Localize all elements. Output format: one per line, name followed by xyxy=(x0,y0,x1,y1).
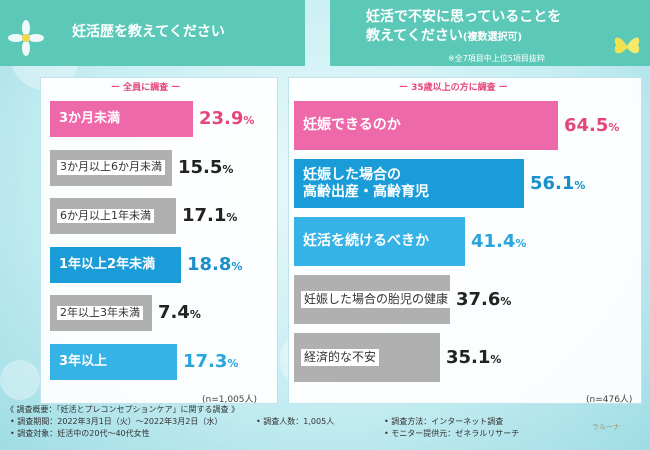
right-chart-subtitle: ー 35歳以上の方に調査 ー xyxy=(399,83,508,93)
bar-label-line: 6か月以上1年未満 xyxy=(60,208,151,222)
value-number: 56.1 xyxy=(530,172,575,194)
left-question-header: 妊活歴を教えてください xyxy=(0,0,305,66)
value-unit: % xyxy=(243,114,255,127)
bar-label-line: 3年以上 xyxy=(59,353,108,369)
value-unit: % xyxy=(574,178,586,192)
right-question-note: ※全7項目中上位5項目抜粋 xyxy=(448,54,545,63)
bar-label: 3か月以上6か月未満 xyxy=(57,160,165,175)
value-label: 56.1% xyxy=(530,172,586,194)
bar-label: 3か月未満 xyxy=(59,111,120,126)
value-unit: % xyxy=(231,259,243,273)
bar-label-line: 妊娠した場合の胎児の健康 xyxy=(304,292,449,307)
value-number: 35.1 xyxy=(446,346,491,368)
bar-label: 妊活を続けるべきか xyxy=(303,233,429,250)
bar-4: 妊娠した場合の胎児の健康 xyxy=(294,275,452,324)
bar-3: 妊活を続けるべきか xyxy=(294,217,465,266)
value-number: 7.4 xyxy=(158,302,190,323)
value-number: 17.1 xyxy=(182,205,227,226)
brand-logo: ラルーナ xyxy=(572,412,632,446)
flower-icon xyxy=(8,20,44,56)
value-label: 64.5% xyxy=(564,114,620,136)
bar-1: 妊娠できるのか xyxy=(294,101,558,150)
value-unit: % xyxy=(226,211,238,224)
value-number: 41.4 xyxy=(471,230,516,252)
value-label: 23.9% xyxy=(199,110,254,128)
value-number: 37.6 xyxy=(456,288,501,310)
bar-label: 2年以上3年未満 xyxy=(57,305,143,321)
bar-label-line: 2年以上3年未満 xyxy=(60,305,140,319)
value-number: 17.3 xyxy=(183,350,228,372)
bar-4: 1年以上2年未満 xyxy=(50,246,181,283)
survey-respondents: • 調査人数：1,005人 xyxy=(256,417,335,426)
value-label: 37.6% xyxy=(456,288,512,310)
bar-label-line: 経済的な不安 xyxy=(304,350,377,365)
value-label: 15.5% xyxy=(178,156,234,178)
bar-label: 経済的な不安 xyxy=(301,349,380,366)
survey-overview: 《 調査概要：「妊活とプレコンセプションケア」に関する調査 》 xyxy=(6,405,240,414)
bar-label-line: 妊活を続けるべきか xyxy=(303,233,429,250)
butterfly-icon xyxy=(614,37,640,54)
value-number: 64.5 xyxy=(564,114,609,136)
value-number: 15.5 xyxy=(178,156,223,178)
bar-label: 1年以上2年未満 xyxy=(59,257,155,272)
value-unit: % xyxy=(222,162,234,176)
bar-6: 3年以上 xyxy=(50,343,177,380)
value-unit: % xyxy=(490,352,502,366)
brand-logo-text: ラルーナ xyxy=(592,423,620,431)
bar-label-line: 高齢出産・高齢育児 xyxy=(303,183,429,200)
value-label: 41.4% xyxy=(471,230,527,252)
bar-5: 2年以上3年未満 xyxy=(50,295,152,331)
left-sample-size: (n=1,005人) xyxy=(202,395,258,405)
bar-2: 3か月以上6か月未満 xyxy=(50,149,172,186)
left-question-title: 妊活歴を教えてください xyxy=(72,24,225,40)
bar-label-line: 妊娠した場合の xyxy=(303,166,401,183)
bar-label-line: 3か月未満 xyxy=(59,111,121,127)
bar-5: 経済的な不安 xyxy=(294,333,440,382)
survey-target: • 調査対象：妊活中の20代〜40代女性 xyxy=(10,429,150,438)
right-sample-size: (n=476人) xyxy=(586,395,633,405)
value-unit: % xyxy=(608,120,620,134)
bar-label-line: 3か月以上6か月未満 xyxy=(60,160,162,174)
right-question-header: 妊活で不安に思っていることを 教えてください(複数選択可) ※全7項目中上位5項… xyxy=(330,0,650,66)
bar-label-line: 妊娠できるのか xyxy=(303,117,401,134)
bar-label: 3年以上 xyxy=(59,354,107,369)
bar-label: 妊娠した場合の 高齢出産・高齢育児 xyxy=(303,167,429,200)
value-unit: % xyxy=(500,294,512,308)
left-chart-subtitle: ー 全員に調査 ー xyxy=(111,83,181,93)
right-question-title-line2: 教えてください(複数選択可) xyxy=(366,28,523,44)
bar-label-line: 1年以上2年未満 xyxy=(59,256,156,272)
bar-label: 6か月以上1年未満 xyxy=(57,208,154,224)
value-label: 17.1% xyxy=(182,207,237,225)
value-label: 35.1% xyxy=(446,346,502,368)
bar-3: 6か月以上1年未満 xyxy=(50,198,176,234)
survey-period: • 調査期間：2022年3月1日（火）〜2022年3月2日（水） xyxy=(10,417,223,426)
value-label: 18.8% xyxy=(187,253,243,275)
bar-2: 妊娠した場合の 高齢出産・高齢育児 xyxy=(294,159,524,208)
value-label: 17.3% xyxy=(183,350,239,372)
value-unit: % xyxy=(227,356,239,370)
bar-label: 妊娠できるのか xyxy=(303,117,401,134)
right-question-title-line1: 妊活で不安に思っていることを xyxy=(366,9,562,25)
bar-label: 妊娠した場合の胎児の健康 xyxy=(301,291,452,308)
decor-bubble xyxy=(0,360,40,400)
bar-1: 3か月未満 xyxy=(50,101,193,137)
survey-method: • 調査方法：インターネット調査 xyxy=(384,417,504,426)
survey-provider: • モニター提供元：ゼネラルリサーチ xyxy=(384,429,520,438)
value-label: 7.4% xyxy=(158,304,201,322)
value-number: 18.8 xyxy=(187,253,232,275)
value-number: 23.9 xyxy=(199,108,244,129)
value-unit: % xyxy=(189,308,201,321)
value-unit: % xyxy=(515,236,527,250)
